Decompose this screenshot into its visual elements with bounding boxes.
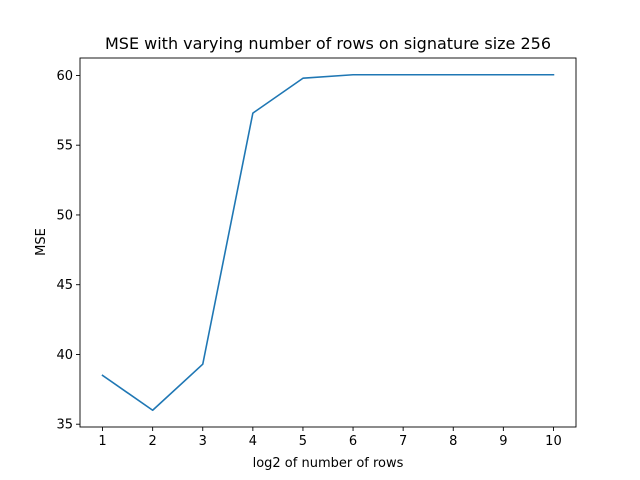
y-tick-label-45: 45 — [56, 278, 73, 293]
x-axis-label: log2 of number of rows — [253, 456, 404, 471]
y-tick-label-40: 40 — [56, 348, 73, 363]
y-axis-label: MSE — [34, 228, 49, 256]
x-tick-label-5: 5 — [299, 434, 307, 449]
x-tick-label-4: 4 — [249, 434, 257, 449]
y-tick-label-35: 35 — [56, 418, 73, 433]
y-tick-label-60: 60 — [56, 69, 73, 84]
x-tick-label-7: 7 — [399, 434, 407, 449]
x-tick-label-2: 2 — [149, 434, 157, 449]
x-tick-label-10: 10 — [545, 434, 562, 449]
x-tick-label-6: 6 — [349, 434, 357, 449]
y-tick-label-50: 50 — [56, 208, 73, 223]
plot-frame — [79, 57, 577, 428]
chart-title: MSE with varying number of rows on signa… — [105, 34, 551, 53]
y-tick-label-55: 55 — [56, 139, 73, 154]
x-tick-label-1: 1 — [98, 434, 106, 449]
x-tick-label-3: 3 — [199, 434, 207, 449]
x-tick-label-8: 8 — [449, 434, 457, 449]
x-tick-label-9: 9 — [499, 434, 507, 449]
series-line-0 — [101, 73, 555, 412]
